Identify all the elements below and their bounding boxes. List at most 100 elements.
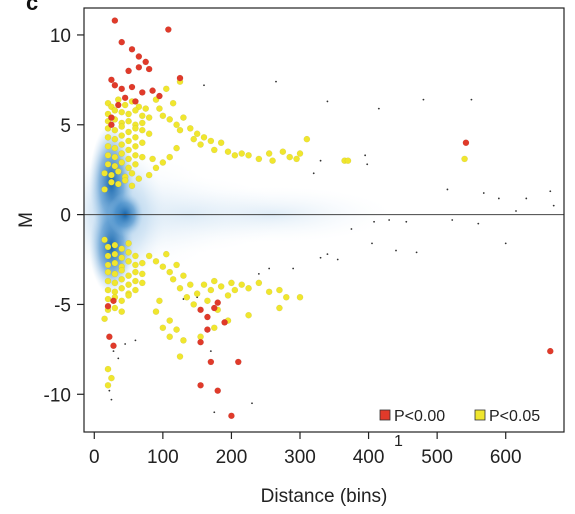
point-nonsig-2	[326, 100, 329, 103]
point-p005-60	[159, 112, 167, 120]
point-nonsig-36	[108, 389, 111, 392]
point-p001-34	[234, 358, 242, 366]
point-nonsig-14	[552, 204, 555, 207]
point-nonsig-33	[117, 357, 120, 360]
point-p005-126	[138, 279, 146, 287]
point-p001-31	[210, 304, 218, 312]
point-p005-161	[231, 286, 239, 294]
point-p005-27	[104, 134, 112, 141]
point-nonsig-21	[371, 242, 373, 245]
data-points	[101, 17, 555, 420]
point-p005-72	[210, 146, 218, 154]
point-p005-22	[118, 123, 126, 130]
point-p001-26	[197, 338, 204, 346]
point-p005-47	[125, 164, 132, 172]
point-p005-38	[104, 152, 112, 159]
point-p005-110	[111, 259, 119, 267]
point-p005-169	[276, 304, 283, 312]
y-tick-label-10: 10	[50, 26, 71, 47]
point-p001-12	[118, 85, 126, 93]
point-nonsig-16	[388, 219, 391, 221]
x-axis-label: Distance (bins)	[261, 486, 388, 507]
point-p005-120	[138, 270, 146, 278]
point-p005-13	[145, 114, 153, 121]
point-p005-102	[118, 245, 126, 253]
point-p005-32	[138, 139, 146, 147]
point-p005-55	[108, 178, 115, 186]
legend-label-p001-subscript: 1	[394, 433, 403, 450]
point-p005-117	[118, 267, 126, 274]
point-p005-21	[111, 126, 119, 134]
point-p005-167	[282, 293, 290, 301]
point-p005-140	[145, 252, 153, 260]
point-p005-163	[245, 284, 252, 292]
point-p005-70	[200, 134, 208, 141]
point-p005-149	[183, 293, 191, 301]
point-p005-106	[118, 254, 126, 262]
point-p005-178	[176, 353, 184, 360]
point-p005-59	[101, 186, 108, 193]
point-p001-16	[156, 92, 163, 100]
point-p005-145	[169, 275, 177, 283]
point-nonsig-15	[515, 210, 517, 212]
point-nonsig-22	[395, 249, 397, 252]
point-p005-125	[132, 277, 139, 285]
point-p001-22	[104, 302, 112, 310]
point-p005-80	[269, 157, 276, 165]
point-p005-34	[111, 144, 119, 152]
point-p001-5	[135, 63, 143, 71]
point-p005-164	[255, 279, 263, 287]
point-p005-112	[125, 258, 132, 265]
point-p005-159	[224, 292, 232, 299]
point-p005-63	[173, 121, 180, 129]
point-p005-138	[118, 308, 126, 315]
point-p001-19	[114, 101, 122, 109]
point-p005-76	[238, 150, 246, 157]
point-p005-99	[101, 236, 108, 244]
point-nonsig-40	[504, 242, 507, 245]
point-p001-8	[165, 26, 172, 33]
point-p005-119	[132, 268, 139, 276]
point-p005-78	[255, 155, 263, 163]
point-p001-7	[145, 65, 153, 73]
point-p005-109	[104, 261, 112, 269]
point-nonsig-8	[364, 154, 367, 157]
point-nonsig-30	[182, 298, 185, 300]
point-p005-25	[138, 126, 146, 134]
point-p005-160	[228, 279, 235, 287]
point-p001-36	[462, 139, 470, 147]
point-p005-64	[176, 126, 184, 134]
point-p005-174	[180, 337, 187, 344]
point-p005-95	[159, 159, 167, 166]
point-p005-134	[118, 297, 126, 305]
point-p005-45	[111, 162, 119, 170]
x-axis: 0 100 200 300 400 500 600	[89, 432, 522, 468]
point-p005-100	[104, 243, 112, 251]
point-p005-6	[142, 105, 150, 112]
point-p005-127	[104, 286, 112, 294]
point-nonsig-41	[415, 251, 418, 254]
point-p005-144	[166, 268, 174, 276]
point-p005-11	[132, 107, 139, 114]
point-p005-129	[118, 284, 126, 292]
point-p001-1	[118, 38, 126, 46]
point-p001-29	[197, 306, 204, 314]
y-axis-label: M	[16, 212, 37, 228]
point-nonsig-35	[134, 339, 137, 342]
point-p005-146	[173, 261, 180, 269]
point-p005-182	[104, 381, 112, 389]
point-p005-73	[217, 139, 225, 147]
point-p005-61	[166, 116, 174, 123]
point-p005-114	[138, 259, 146, 267]
point-p005-74	[224, 148, 232, 156]
point-p005-82	[286, 153, 294, 161]
point-nonsig-18	[451, 219, 454, 221]
point-nonsig-29	[196, 296, 199, 299]
point-p005-175	[173, 326, 180, 333]
point-p005-94	[152, 164, 160, 172]
point-p005-49	[101, 169, 108, 177]
point-p005-139	[101, 315, 108, 323]
point-p005-53	[128, 169, 136, 177]
point-p001-30	[204, 313, 211, 321]
point-p005-179	[166, 333, 174, 341]
